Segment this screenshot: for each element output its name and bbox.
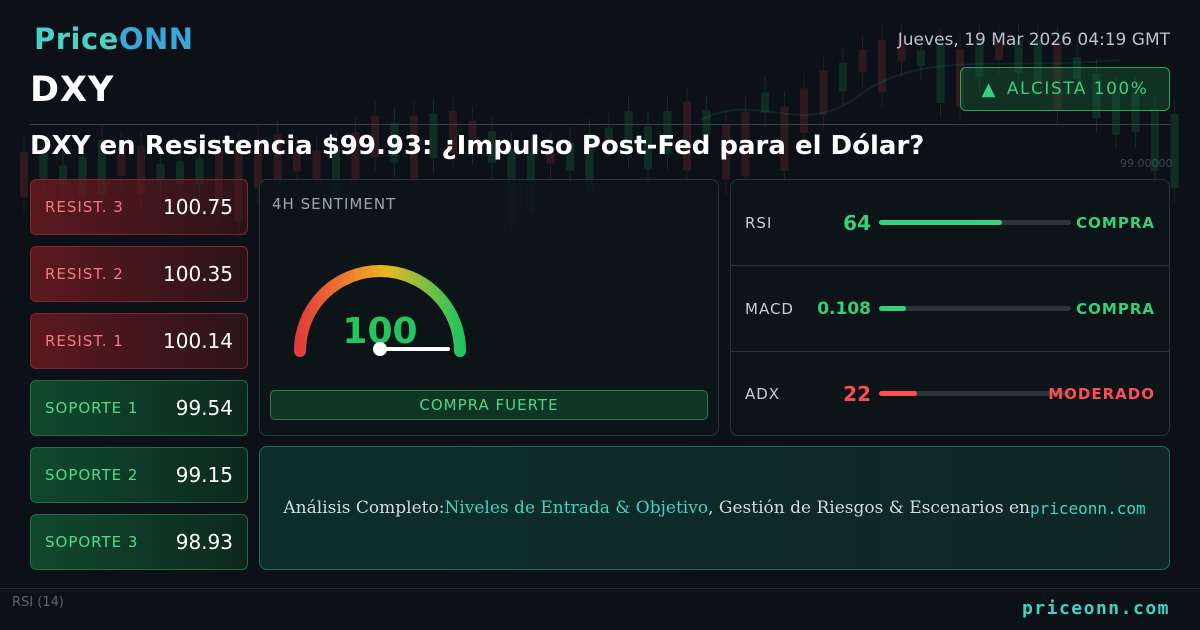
bg-candle bbox=[1151, 108, 1159, 171]
bg-candle bbox=[878, 40, 886, 93]
level-value: 99.54 bbox=[175, 396, 233, 420]
level-label: RESIST. 1 bbox=[45, 332, 124, 350]
gauge-pivot bbox=[373, 342, 387, 356]
indicator-name: ADX bbox=[745, 384, 781, 403]
bg-candle bbox=[819, 70, 828, 116]
indicator-macd: MACD 0.108 COMPRA bbox=[731, 266, 1169, 352]
level-resist-2: RESIST. 2 100.35 bbox=[30, 246, 248, 302]
level-value: 100.14 bbox=[163, 329, 233, 353]
indicator-value: 64 bbox=[843, 210, 871, 235]
cta-text-intro: Análisis Completo: bbox=[283, 498, 445, 518]
footer-site-link[interactable]: priceonn.com bbox=[1021, 598, 1170, 619]
bg-price-label: 99.00000 bbox=[1120, 157, 1173, 170]
sentiment-signal-button: COMPRA FUERTE bbox=[270, 390, 708, 420]
gauge-arc bbox=[294, 265, 466, 357]
level-value: 100.35 bbox=[163, 262, 233, 286]
indicator-bar-fill bbox=[879, 306, 906, 311]
sentiment-title: 4H SENTIMENT bbox=[272, 195, 397, 213]
indicator-name: RSI bbox=[745, 213, 773, 232]
level-support-2: SOPORTE 2 99.15 bbox=[30, 447, 248, 503]
bg-candle bbox=[917, 50, 925, 66]
triangle-up-icon: ▲ bbox=[981, 78, 997, 100]
indicator-name: MACD bbox=[745, 299, 794, 318]
cta-link-entry-levels[interactable]: Niveles de Entrada & Objetivo bbox=[444, 498, 709, 518]
sentiment-gauge: 100 bbox=[294, 265, 466, 357]
indicator-bar-fill bbox=[879, 391, 918, 396]
bg-candle bbox=[800, 88, 808, 133]
indicator-signal: MODERADO bbox=[1048, 384, 1155, 403]
bg-indicator-period: (14) bbox=[37, 595, 64, 610]
indicator-bar-fill bbox=[879, 220, 1002, 225]
level-resist-1: RESIST. 1 100.14 bbox=[30, 313, 248, 369]
level-label: SOPORTE 2 bbox=[45, 466, 139, 484]
brand-logo: PriceONN bbox=[34, 22, 194, 56]
indicator-signal: COMPRA bbox=[1076, 299, 1155, 318]
indicator-signal: COMPRA bbox=[1076, 213, 1155, 232]
indicators-card: RSI 64 COMPRA MACD 0.108 COMPRA ADX 22 M… bbox=[730, 179, 1170, 436]
level-value: 98.93 bbox=[175, 530, 233, 554]
bg-indicator-label: RSI (14) bbox=[12, 595, 64, 610]
bg-candle bbox=[936, 43, 945, 104]
level-label: RESIST. 3 bbox=[45, 198, 124, 216]
level-support-3: SOPORTE 3 98.93 bbox=[30, 514, 248, 570]
indicator-value: 22 bbox=[843, 381, 871, 406]
indicator-bar bbox=[879, 220, 1071, 225]
bg-candle bbox=[761, 92, 769, 113]
indicator-value: 0.108 bbox=[817, 298, 871, 319]
indicator-rsi: RSI 64 COMPRA bbox=[731, 180, 1169, 266]
level-label: SOPORTE 1 bbox=[45, 399, 139, 417]
level-resist-3: RESIST. 3 100.75 bbox=[30, 179, 248, 235]
level-label: SOPORTE 3 bbox=[45, 533, 139, 551]
bg-candle bbox=[20, 152, 28, 197]
level-label: RESIST. 2 bbox=[45, 265, 124, 283]
level-support-1: SOPORTE 1 99.54 bbox=[30, 380, 248, 436]
indicator-bar bbox=[879, 306, 1071, 311]
cta-text-risk: , Gestión de Riesgos & Escenarios en bbox=[708, 498, 1030, 518]
cta-link-site[interactable]: priceonn.com bbox=[1030, 498, 1146, 518]
ticker-symbol: DXY bbox=[30, 70, 115, 110]
date-time: Jueves, 19 Mar 2026 04:19 GMT bbox=[897, 30, 1170, 50]
headline: DXY en Resistencia $99.93: ¿Impulso Post… bbox=[30, 131, 925, 161]
indicator-bar bbox=[879, 391, 1071, 396]
sentiment-card: 4H SENTIMENT 100 COMPRA FUERTE bbox=[259, 179, 719, 436]
bg-indicator-name: RSI bbox=[12, 595, 34, 610]
level-value: 99.15 bbox=[175, 463, 233, 487]
bg-candle bbox=[858, 49, 867, 73]
header-divider bbox=[30, 124, 1170, 125]
trend-badge: ▲ ALCISTA 100% bbox=[960, 67, 1170, 111]
footer-divider bbox=[0, 588, 1200, 589]
indicator-adx: ADX 22 MODERADO bbox=[731, 351, 1169, 436]
analysis-cta-banner[interactable]: Análisis Completo: Niveles de Entrada & … bbox=[259, 446, 1170, 570]
brand-name-onn: ONN bbox=[118, 22, 194, 56]
level-value: 100.75 bbox=[163, 195, 233, 219]
bg-candle bbox=[839, 62, 847, 92]
brand-name-price: Price bbox=[34, 22, 119, 56]
trend-label: ALCISTA 100% bbox=[1006, 79, 1149, 99]
bg-candle bbox=[1170, 113, 1179, 189]
